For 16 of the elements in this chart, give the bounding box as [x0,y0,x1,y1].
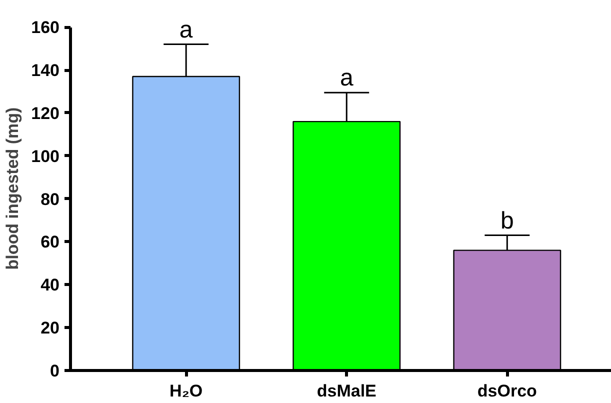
y-tick-label: 80 [40,190,60,209]
y-tick-label: 140 [31,61,60,80]
y-tick-label: 160 [31,18,60,38]
y-tick-label: 100 [31,146,60,166]
y-tick-label: 120 [31,104,60,123]
x-tick-label: dsMalE [316,382,376,400]
y-tick-label: 0 [50,362,60,380]
x-tick-label: H₂O [170,382,203,400]
annotation: b [500,207,514,234]
y-tick-label: 40 [40,276,60,295]
annotation: a [179,16,194,44]
y-tick-label: 20 [40,318,60,338]
y-tick-label: 60 [40,232,60,252]
annotation: a [340,64,354,92]
y-axis-title: blood ingested (mg) [3,107,22,270]
x-tick-label: dsOrco [477,382,537,400]
